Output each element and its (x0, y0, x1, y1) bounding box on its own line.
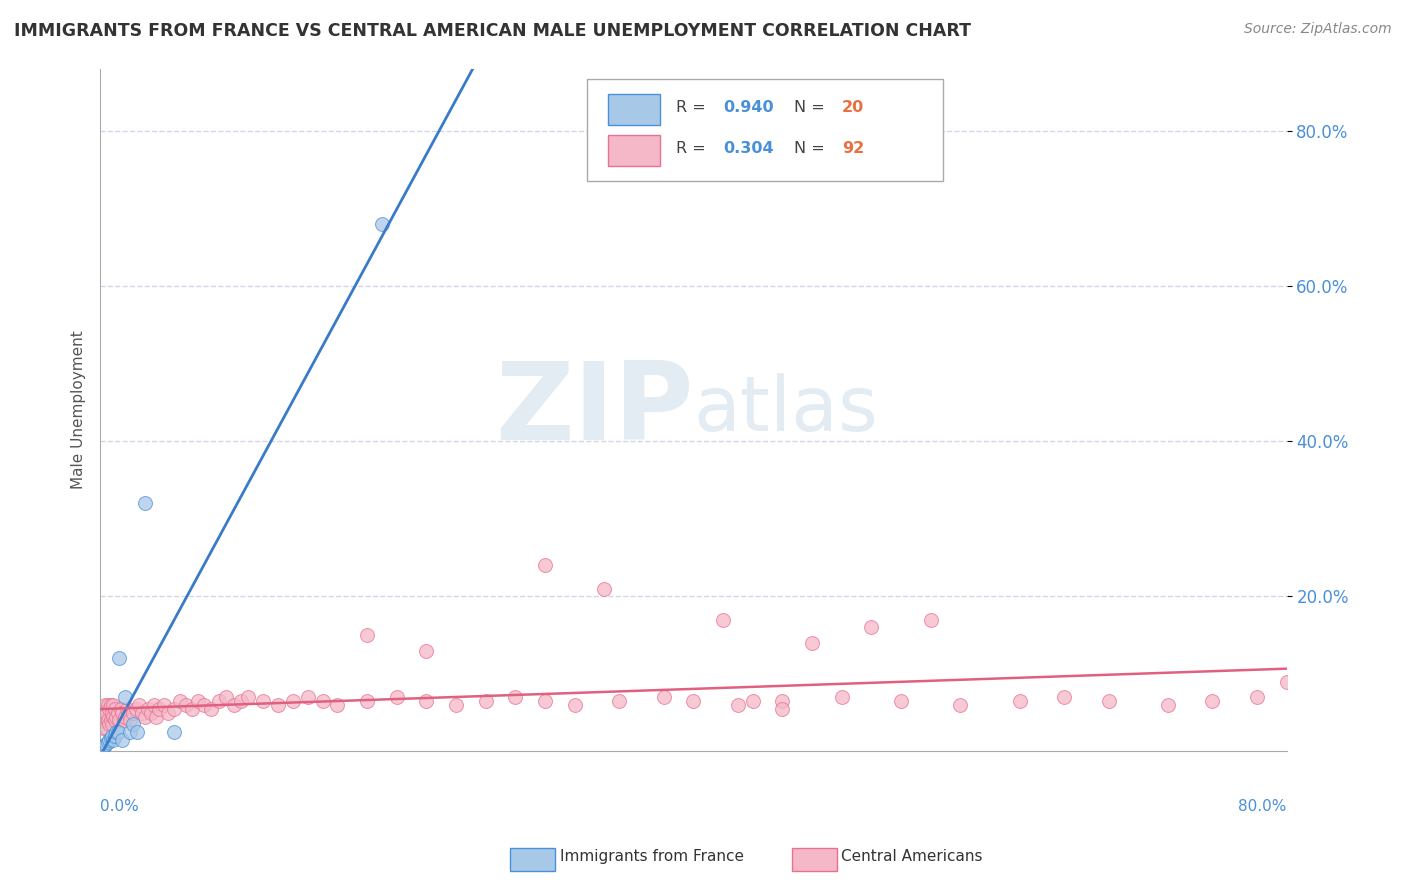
Text: ZIP: ZIP (495, 357, 693, 463)
Text: 20: 20 (842, 100, 863, 115)
Text: N =: N = (794, 100, 830, 115)
Text: R =: R = (675, 141, 710, 156)
Text: 0.304: 0.304 (723, 141, 773, 156)
Text: Source: ZipAtlas.com: Source: ZipAtlas.com (1244, 22, 1392, 37)
Text: IMMIGRANTS FROM FRANCE VS CENTRAL AMERICAN MALE UNEMPLOYMENT CORRELATION CHART: IMMIGRANTS FROM FRANCE VS CENTRAL AMERIC… (14, 22, 972, 40)
Text: N =: N = (794, 141, 830, 156)
Text: R =: R = (675, 100, 710, 115)
Y-axis label: Male Unemployment: Male Unemployment (72, 331, 86, 490)
Text: 80.0%: 80.0% (1239, 799, 1286, 814)
FancyBboxPatch shape (586, 78, 942, 181)
Text: 0.940: 0.940 (723, 100, 773, 115)
Text: 92: 92 (842, 141, 863, 156)
Text: Immigrants from France: Immigrants from France (560, 849, 744, 863)
FancyBboxPatch shape (607, 95, 661, 125)
FancyBboxPatch shape (607, 136, 661, 166)
Text: Central Americans: Central Americans (841, 849, 983, 863)
Text: atlas: atlas (693, 373, 879, 447)
Text: 0.0%: 0.0% (100, 799, 139, 814)
